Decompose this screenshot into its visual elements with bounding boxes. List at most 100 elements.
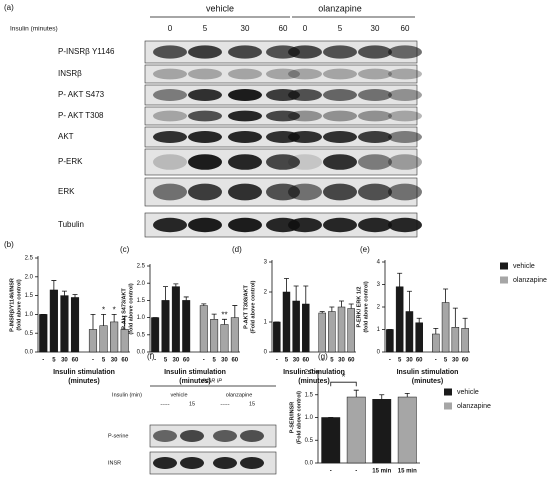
blot-band — [323, 131, 357, 143]
blot-band — [228, 183, 262, 201]
blot-band — [153, 183, 187, 201]
bar — [397, 396, 417, 464]
y-axis-label: P-AKT T308/AKT — [243, 285, 249, 329]
blot-band — [153, 154, 187, 170]
row-label: P-ERK — [58, 157, 83, 166]
bar — [171, 286, 180, 353]
panel-label: (e) — [360, 245, 370, 254]
bar — [405, 311, 414, 353]
bar — [346, 396, 366, 464]
y-tick-label: 1.5 — [137, 298, 146, 304]
legend-label: vehicle — [457, 389, 479, 396]
x-tick-label: 5 — [330, 358, 334, 364]
blot-band — [228, 217, 262, 233]
bar — [70, 297, 80, 353]
blot-band — [188, 154, 222, 170]
x-tick-label: 5 — [398, 358, 402, 364]
blot-band — [213, 430, 237, 442]
x-tick-label: 60 — [231, 358, 238, 364]
row-label: P- AKT S473 — [58, 90, 105, 99]
x-tick-label: 15 min — [372, 469, 391, 475]
error-bar — [303, 285, 309, 304]
bar — [151, 317, 160, 353]
y-tick-label: 1 — [264, 320, 268, 326]
blot-band — [288, 131, 322, 143]
blot-band — [323, 183, 357, 201]
blot-band — [323, 154, 357, 170]
blot-band — [388, 68, 422, 80]
x-tick-label: 30 — [111, 358, 118, 364]
row-label: P-serine — [108, 433, 128, 439]
blot-band — [358, 89, 392, 101]
bar — [302, 303, 310, 353]
x-tick-label: 30 — [338, 358, 345, 364]
bar — [120, 329, 129, 353]
y-tick-label: 2.0 — [25, 274, 34, 280]
x-tick-label: 30 — [61, 358, 68, 364]
blot-band — [213, 457, 237, 469]
error-bar — [51, 280, 57, 290]
y-axis-label: (fold above control) — [363, 281, 369, 333]
time-label: 0 — [168, 24, 173, 33]
y-axis-label: P-ERK/ ERK 1/2 — [356, 287, 362, 328]
x-tick-label: 60 — [72, 358, 79, 364]
time-label: 30 — [241, 24, 250, 33]
blot-band — [388, 154, 422, 170]
x-tick-label: - — [435, 358, 437, 364]
error-bar — [211, 313, 217, 320]
x-tick-label: 60 — [302, 358, 309, 364]
y-tick-label: 2 — [264, 290, 268, 296]
blot-band — [153, 430, 177, 442]
time-label: 5 — [338, 24, 343, 33]
time-label: 5 — [203, 24, 208, 33]
legend-label: olanzapine — [457, 403, 491, 410]
blot-band — [266, 68, 300, 80]
blot-band — [180, 430, 204, 442]
blot-band — [358, 183, 392, 201]
x-tick-label: - — [321, 358, 323, 364]
panel-label: (g) — [318, 352, 328, 361]
error-bar — [416, 317, 422, 323]
x-tick-label: 60 — [462, 358, 469, 364]
blot-band — [228, 89, 262, 101]
row-label: INSR — [108, 460, 121, 466]
y-tick-label: 1.5 — [305, 392, 314, 398]
error-bar — [101, 314, 107, 326]
blot-band — [323, 89, 357, 101]
blot-band — [388, 131, 422, 143]
blot-band — [288, 68, 322, 80]
x-axis-label: Insulin stimulation — [397, 369, 459, 376]
error-bar — [339, 300, 345, 307]
x-axis-label: Insulin stimulation — [164, 369, 226, 376]
x-tick-label: 5 — [102, 358, 106, 364]
bar — [182, 300, 191, 353]
blot-band — [288, 183, 322, 201]
x-tick-label: 30 — [293, 358, 300, 364]
blot-band — [188, 45, 222, 59]
row-label: P- AKT T308 — [58, 111, 104, 120]
bar — [415, 322, 423, 353]
bar — [282, 291, 291, 353]
bar — [60, 295, 69, 353]
x-tick-label: 60 — [121, 358, 128, 364]
error-bar — [163, 286, 169, 301]
x-tick-label: - — [154, 358, 156, 364]
error-bar — [122, 315, 128, 330]
y-axis-label: (Fold above control) — [296, 391, 302, 444]
error-bar — [90, 314, 96, 330]
bar — [432, 333, 440, 353]
x-tick-label: 5 — [164, 358, 168, 364]
error-bar — [348, 303, 354, 309]
blot-band — [153, 45, 187, 59]
legend-swatch — [500, 276, 508, 284]
error-bar — [319, 311, 325, 313]
dose-label: 15 — [249, 401, 255, 407]
error-bar — [379, 394, 385, 400]
legend-label: olanzapine — [513, 277, 547, 284]
y-tick-label: 2.0 — [305, 370, 314, 376]
blot-band — [188, 217, 222, 233]
x-axis-label: Insulin stimulation — [283, 369, 345, 376]
y-axis-label: (fold above control) — [16, 279, 22, 331]
y-axis-label: P-Akt S473/AKT — [121, 288, 127, 330]
error-bar — [173, 283, 179, 287]
